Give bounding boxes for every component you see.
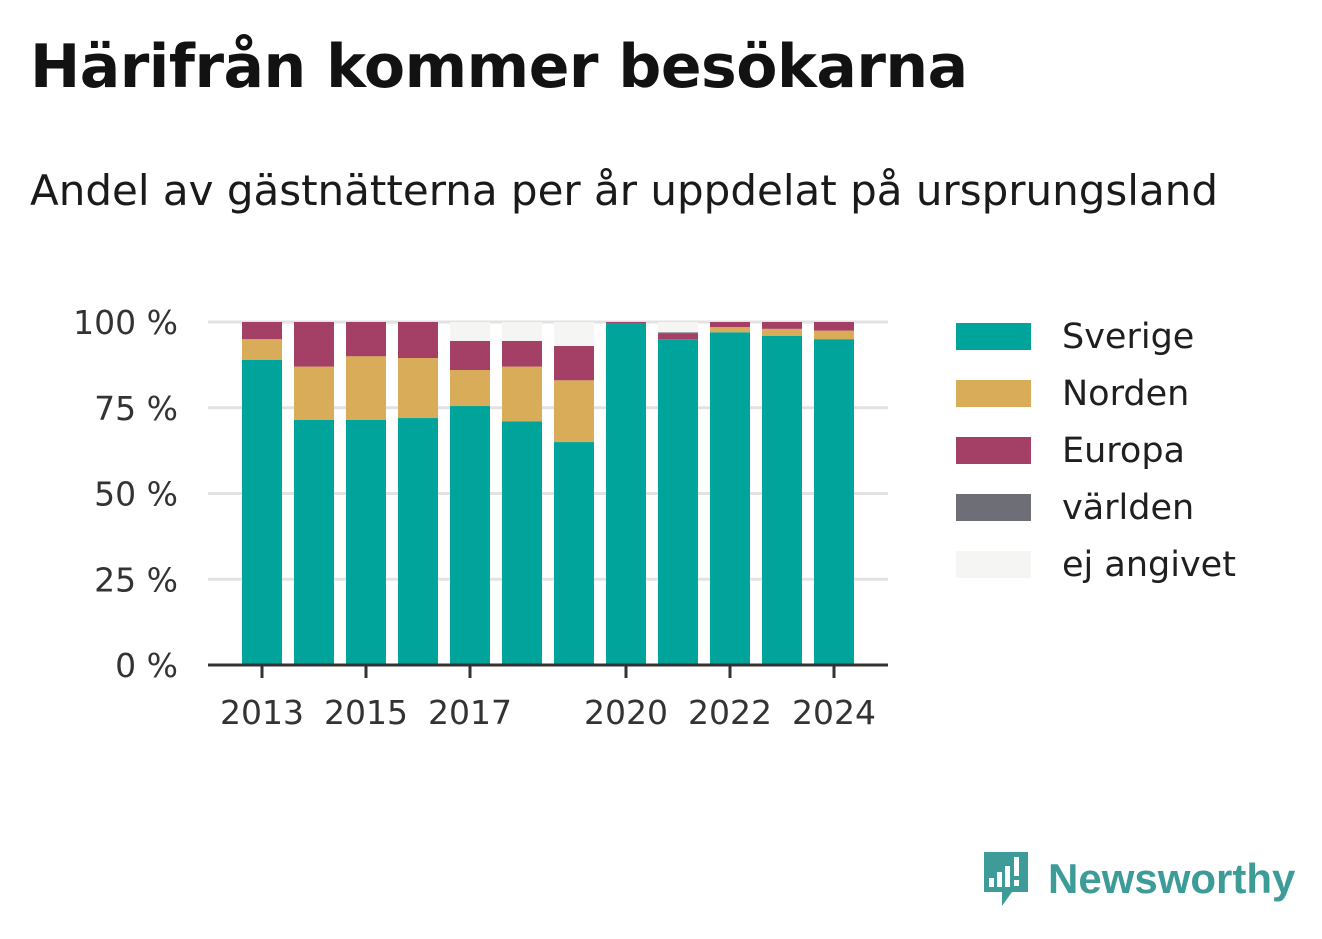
legend-item: ej angivet <box>956 536 1236 593</box>
bars <box>242 322 854 665</box>
bar-segment-ej-angivet-2019 <box>554 322 594 347</box>
legend-label: Europa <box>1062 430 1185 471</box>
bar-segment-ej-angivet-2018 <box>502 322 542 341</box>
bar-segment-Norden-2023 <box>762 328 802 336</box>
legend-item: världen <box>956 479 1236 536</box>
x-tick-label: 2015 <box>324 693 408 732</box>
bar-segment-Europa-2020 <box>606 322 646 324</box>
bar-segment-ej-angivet-2021 <box>658 322 698 333</box>
x-tick-label: 2017 <box>428 693 512 732</box>
newsworthy-logo-icon <box>984 852 1028 906</box>
legend-swatch <box>956 380 1031 407</box>
legend-label: Norden <box>1062 373 1190 414</box>
brand-name: Newsworthy <box>1048 855 1296 902</box>
y-tick-label: 50 % <box>94 475 178 514</box>
bar-segment-Sverige-2019 <box>554 442 594 665</box>
bar-segment-Europa-2015 <box>346 322 386 357</box>
chart-title: Härifrån kommer besökarna <box>30 32 968 102</box>
bar-segment-Norden-2022 <box>710 327 750 333</box>
bar-segment-Norden-2018 <box>502 366 542 422</box>
bar-segment-världen-2021 <box>658 332 698 335</box>
bar-segment-Europa-2024 <box>814 322 854 331</box>
bar-segment-Sverige-2017 <box>450 406 490 665</box>
bar-segment-ej-angivet-2017 <box>450 322 490 341</box>
bar-segment-Sverige-2013 <box>242 359 282 665</box>
bar-segment-Sverige-2022 <box>710 332 750 665</box>
chart-subtitle: Andel av gästnätterna per år uppdelat på… <box>30 166 1218 215</box>
legend-item: Sverige <box>956 308 1236 365</box>
legend-swatch <box>956 323 1031 350</box>
bar-segment-Norden-2013 <box>242 339 282 360</box>
bar-segment-Sverige-2014 <box>294 419 334 665</box>
x-tick-label: 2020 <box>584 693 668 732</box>
bar-segment-Europa-2018 <box>502 340 542 367</box>
bar-segment-Norden-2024 <box>814 330 854 340</box>
bar-segment-Europa-2017 <box>450 340 490 371</box>
bar-segment-Sverige-2021 <box>658 339 698 665</box>
bar-segment-Sverige-2023 <box>762 335 802 665</box>
bar-segment-Europa-2023 <box>762 322 802 329</box>
bar-segment-Sverige-2024 <box>814 339 854 665</box>
legend-swatch <box>956 494 1031 521</box>
x-tick-label: 2022 <box>688 693 772 732</box>
bar-segment-Sverige-2015 <box>346 419 386 665</box>
bar-segment-Europa-2022 <box>710 322 750 328</box>
x-tick-label: 2024 <box>792 693 876 732</box>
legend-label: Sverige <box>1062 316 1195 357</box>
bar-segment-Norden-2014 <box>294 366 334 420</box>
bar-segment-Norden-2015 <box>346 356 386 420</box>
y-tick-label: 75 % <box>94 389 178 428</box>
bar-segment-Europa-2014 <box>294 322 334 367</box>
bar-segment-Sverige-2020 <box>606 323 646 665</box>
bar-segment-Europa-2016 <box>398 322 438 359</box>
legend-label: ej angivet <box>1062 544 1236 585</box>
bar-segment-Norden-2016 <box>398 358 438 419</box>
bar-segment-Sverige-2016 <box>398 418 438 665</box>
bar-segment-Europa-2013 <box>242 322 282 340</box>
legend-swatch <box>956 437 1031 464</box>
bar-segment-Europa-2019 <box>554 346 594 381</box>
legend-swatch <box>956 551 1031 578</box>
legend-item: Norden <box>956 365 1236 422</box>
y-tick-label: 0 % <box>115 646 178 685</box>
bar-segment-Norden-2019 <box>554 380 594 443</box>
bar-segment-Europa-2021 <box>658 334 698 340</box>
bar-segment-Sverige-2018 <box>502 421 542 665</box>
x-tick-label: 2013 <box>220 693 304 732</box>
y-tick-label: 25 % <box>94 560 178 599</box>
legend-item: Europa <box>956 422 1236 479</box>
y-tick-label: 100 % <box>73 303 178 342</box>
brand: Newsworthy <box>980 848 1295 910</box>
bar-segment-Norden-2017 <box>450 370 490 407</box>
axes: 0 % 25 % 50 % 75 % 100 % 2013 2015 2017 2020 2022… <box>73 303 888 732</box>
legend: Sverige Norden Europa världen ej angivet <box>956 308 1236 593</box>
legend-label: världen <box>1062 487 1195 528</box>
